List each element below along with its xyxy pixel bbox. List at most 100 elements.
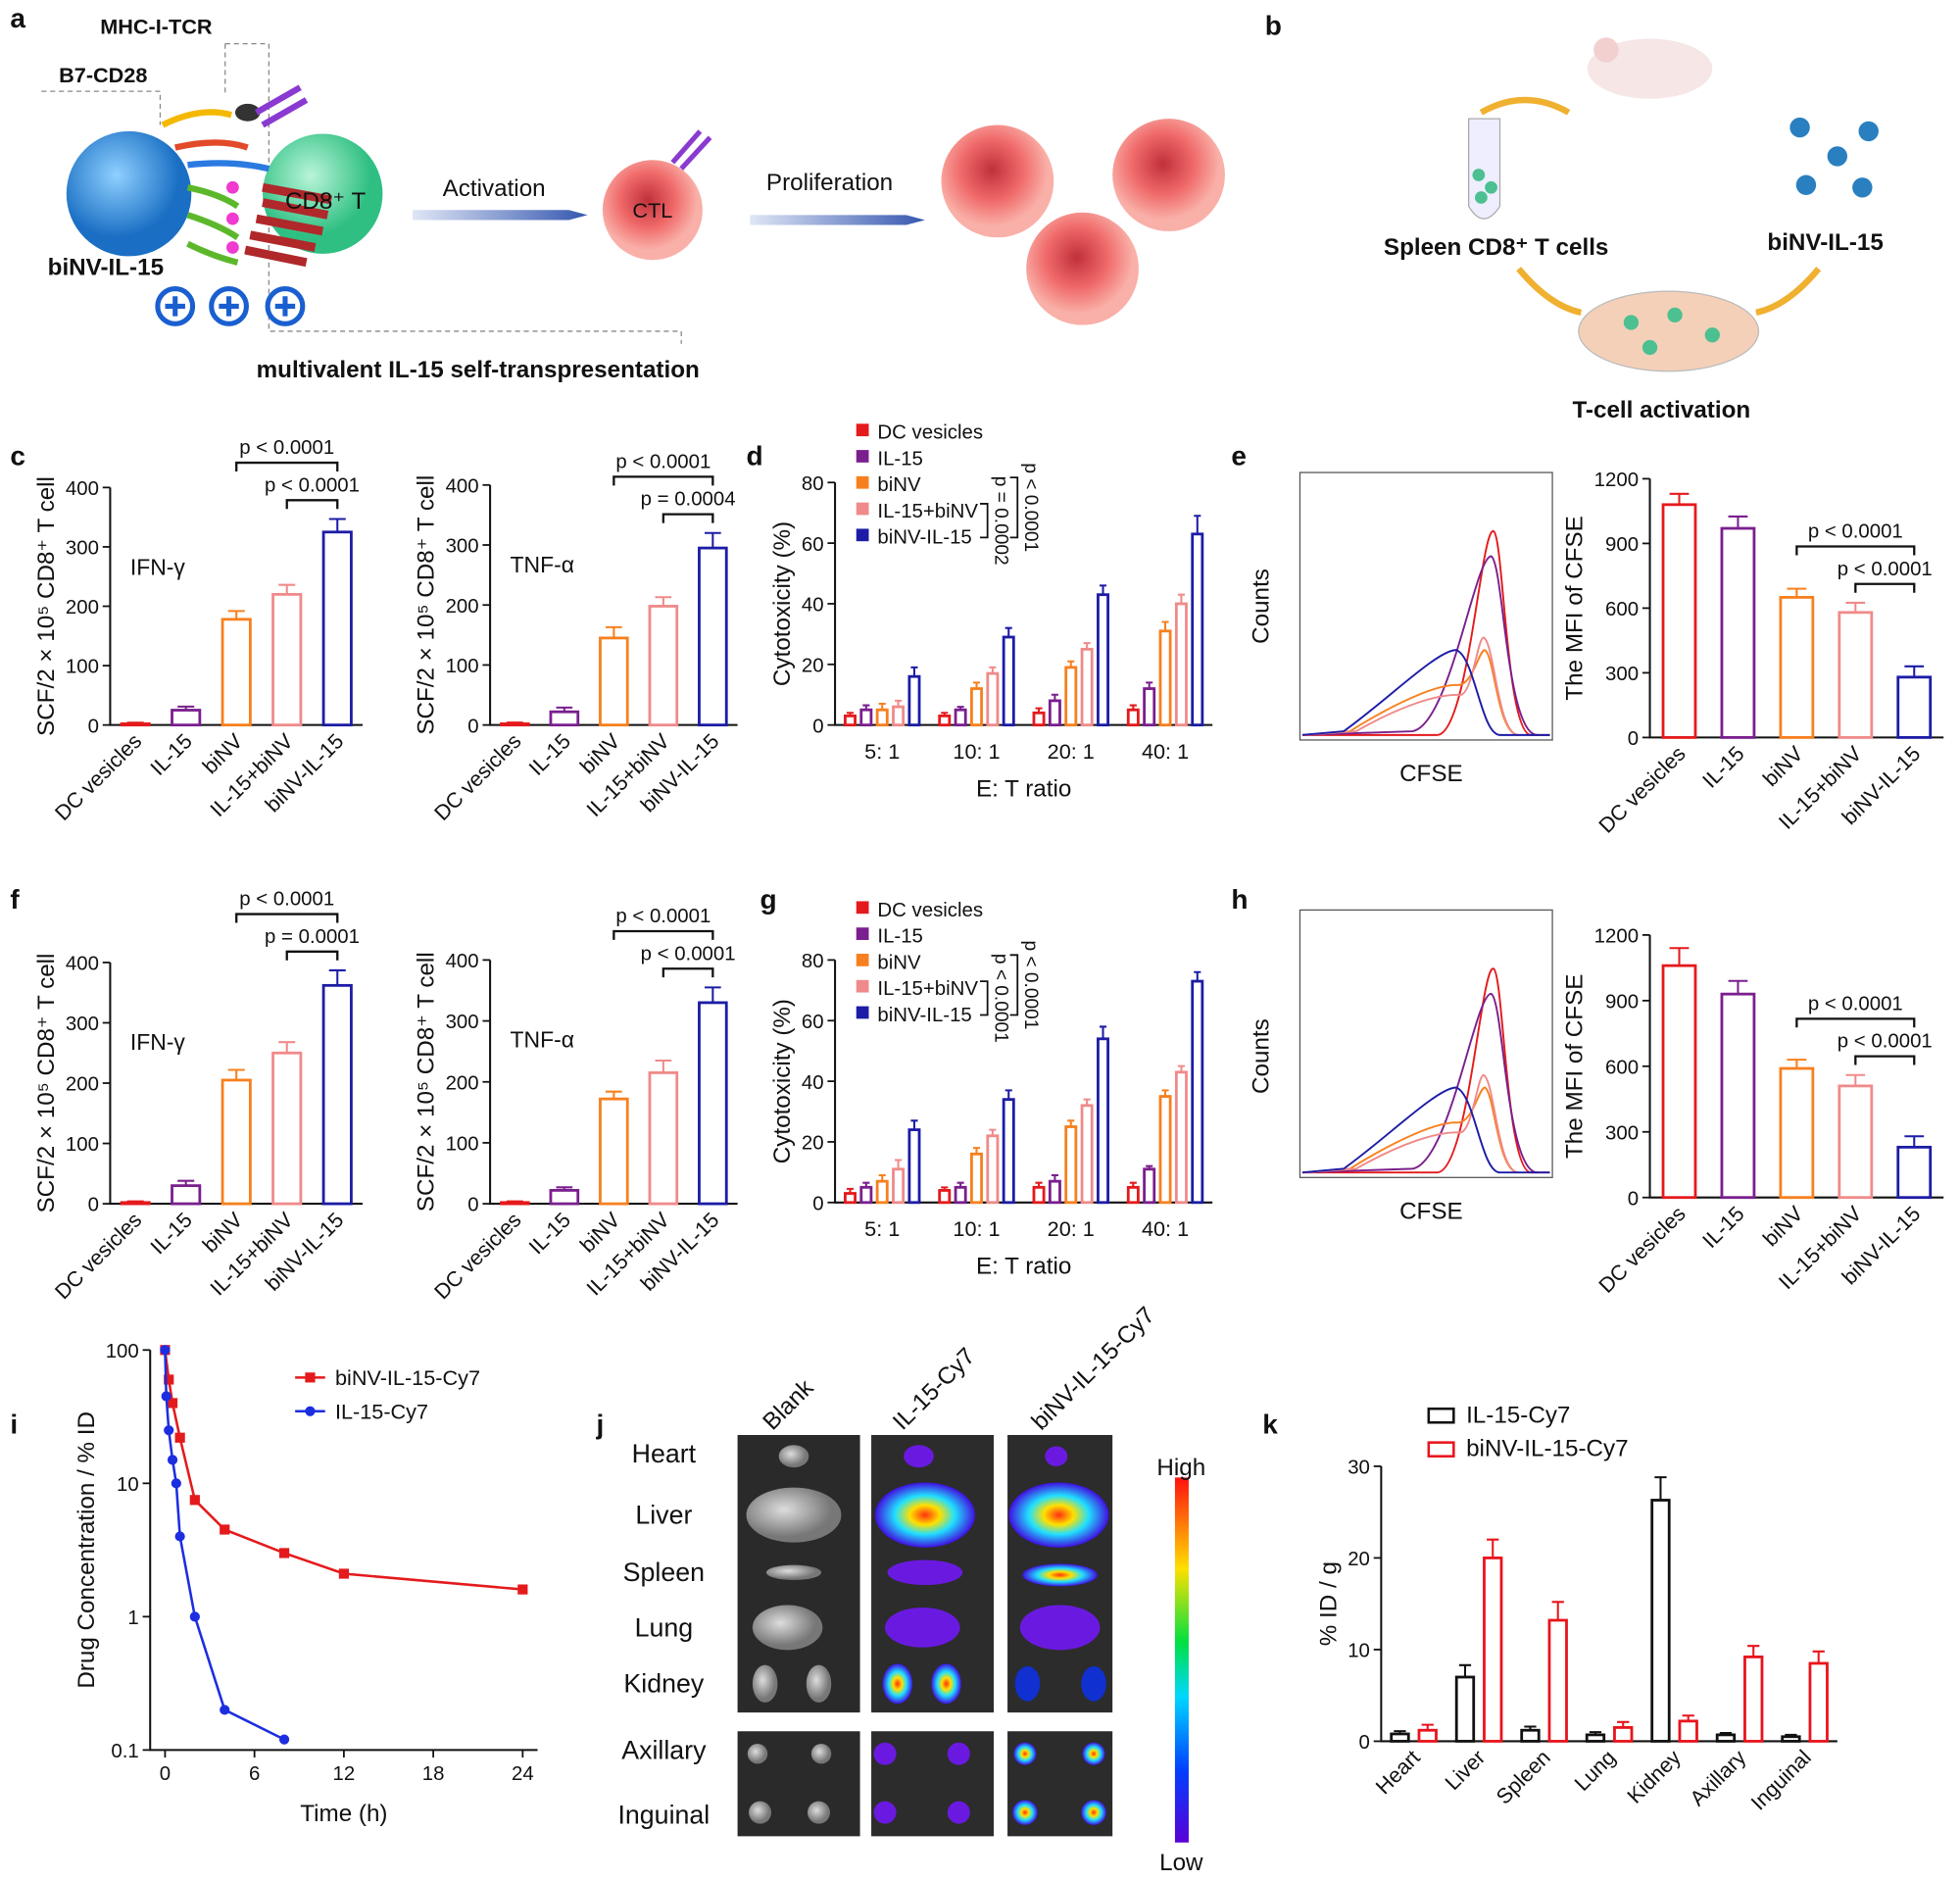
y-tick-label: 100	[446, 1134, 479, 1156]
error-bar	[1194, 515, 1201, 534]
legend-label: biNV-IL-15	[877, 1005, 971, 1026]
error-bar	[1728, 979, 1748, 995]
error-bar	[1051, 693, 1058, 701]
bar	[1483, 1557, 1503, 1743]
bar	[321, 530, 353, 727]
inner-label: IFN-γ	[130, 1029, 186, 1055]
binv-sphere	[66, 130, 192, 257]
error-bar	[941, 712, 949, 717]
axis-label: Counts	[1249, 1018, 1275, 1094]
bar	[1390, 1732, 1410, 1743]
error-bar	[655, 1059, 672, 1073]
significance-label: p < 0.0001	[1808, 993, 1903, 1014]
error-bar	[177, 705, 195, 711]
legend-swatch	[856, 979, 869, 993]
y-tick-label: 0	[467, 1195, 478, 1216]
diagram-b: Spleen CD8⁺ T cells biNV-IL-15 T-cell ac…	[1384, 37, 1884, 423]
y-tick-label: 400	[446, 475, 479, 497]
y-tick-label: 0	[88, 716, 99, 737]
x-axis-label: E: T ratio	[976, 775, 1071, 802]
y-tick-label: 900	[1605, 534, 1639, 556]
label: multivalent IL-15 self-transpresentation	[257, 357, 700, 383]
x-tick-label: IL-15	[145, 1208, 197, 1260]
x-tick-label: 40: 1	[1142, 1216, 1189, 1241]
error-bar	[606, 1090, 622, 1100]
axis-label: CFSE	[1399, 761, 1463, 787]
legend-marker	[305, 1406, 316, 1416]
bar	[986, 671, 1000, 727]
significance-bracket	[1795, 1017, 1916, 1028]
panel-letter: g	[760, 884, 777, 915]
error-bar	[1669, 492, 1690, 505]
marker	[161, 1391, 172, 1402]
bar	[1191, 532, 1204, 727]
marker	[278, 1548, 290, 1558]
significance-bracket	[1854, 1055, 1916, 1065]
bar	[171, 1184, 202, 1206]
error-bar	[1146, 1164, 1153, 1169]
x-tick-label: IL-15	[523, 1208, 575, 1260]
x-tick-label: 10: 1	[953, 739, 1000, 764]
bar	[1779, 1066, 1815, 1200]
error-bar	[1904, 1135, 1925, 1148]
arrow	[750, 215, 925, 225]
bar	[1838, 1084, 1874, 1200]
panel-letter: k	[1262, 1410, 1278, 1440]
inner-label: IFN-γ	[130, 555, 186, 580]
panel-letter: f	[10, 884, 20, 915]
label: Activation	[443, 175, 546, 202]
receptor	[670, 129, 712, 171]
error-bar	[278, 583, 296, 595]
x-tick-label: IL-15	[523, 728, 575, 780]
x-axis-label: E: T ratio	[976, 1253, 1071, 1279]
error-bar	[606, 625, 622, 638]
legend-label: IL-15-Cy7	[335, 1399, 428, 1423]
error-bar	[1719, 1732, 1733, 1735]
il15-dot	[226, 180, 239, 194]
bar	[1080, 1104, 1094, 1205]
error-bar	[278, 1041, 296, 1054]
marker	[164, 1425, 174, 1436]
bar	[698, 546, 728, 727]
panel-letter: j	[595, 1410, 604, 1440]
error-bar	[989, 666, 997, 674]
bar	[938, 714, 952, 727]
bar	[892, 705, 906, 727]
x-tick-label: IL-15	[145, 728, 197, 780]
bar	[1678, 1719, 1698, 1743]
bar	[1715, 1733, 1737, 1743]
bar	[1002, 1098, 1015, 1205]
legend-label: IL-15+biNV	[877, 501, 978, 522]
x-tick-label: 5: 1	[864, 1216, 900, 1241]
error-bar	[1051, 1173, 1058, 1182]
bar	[1779, 596, 1815, 739]
bar	[271, 1051, 303, 1206]
significance-label: p < 0.0001	[1020, 463, 1041, 552]
y-tick-label: 300	[1605, 664, 1639, 685]
marker	[174, 1531, 185, 1542]
marker	[278, 1734, 290, 1745]
error-bar	[126, 721, 144, 724]
error-bar	[1589, 1731, 1602, 1735]
y-tick-label: 600	[1605, 599, 1639, 620]
y-tick-label: 100	[66, 1134, 99, 1156]
bar	[875, 1179, 889, 1205]
error-bar	[1421, 1723, 1434, 1731]
marker	[338, 1568, 349, 1579]
arrow	[1516, 267, 1583, 316]
error-bar	[227, 610, 245, 619]
y-tick-label: 80	[802, 473, 824, 495]
error-bar	[1177, 1064, 1185, 1072]
label: CD8⁺ T	[285, 188, 367, 215]
x-tick-label: 12	[333, 1763, 356, 1785]
legend-swatch	[856, 450, 869, 463]
x-tick-label: DC vesicles	[429, 728, 526, 825]
y-tick-label: 200	[446, 596, 479, 618]
error-bar	[1669, 947, 1690, 966]
bar	[171, 709, 202, 727]
bar	[1454, 1675, 1476, 1743]
bar	[1661, 503, 1697, 739]
bar	[1896, 1145, 1933, 1200]
error-bar	[1487, 1538, 1499, 1558]
error-bar	[328, 968, 346, 986]
